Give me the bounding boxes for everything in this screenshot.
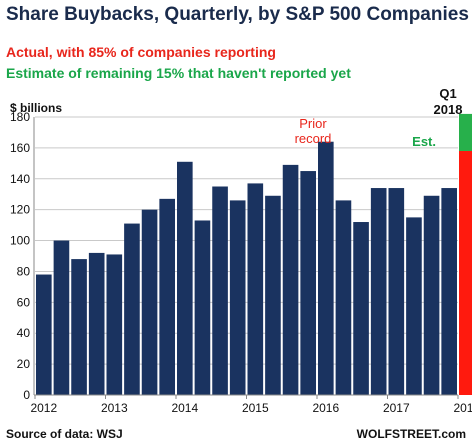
source-note: Source of data: WSJ [6,427,123,441]
y-tick-label: 160 [10,141,30,155]
x-axis-ticks: 2012 2013 2014 2015 2016 2017 2018 [30,395,472,415]
subtitle-actual: Actual, with 85% of companies reporting [6,44,276,60]
bar [212,186,228,395]
y-tick-label: 140 [10,172,30,186]
y-tick-label: 20 [17,357,31,371]
x-tick-label: 2018 [453,401,472,415]
bar-actual-q1-2018 [459,150,472,395]
y-tick-label: 40 [17,326,31,340]
bar [388,188,405,395]
subtitle-estimate: Estimate of remaining 15% that haven't r… [6,65,351,81]
bar [177,161,193,395]
bar [247,183,264,395]
y-tick-label: 100 [10,234,30,248]
bar [353,222,369,395]
q1-label: Q1 [439,86,456,101]
bar [370,188,387,395]
bar [159,198,175,395]
y-tick-label: 60 [17,295,31,309]
bar [265,195,281,395]
bar [88,252,105,395]
bar [335,200,352,395]
bar-estimate-q1-2018 [459,113,472,151]
bars [36,113,472,395]
prior-record-label-line2: record [295,131,332,146]
x-tick-label: 2013 [101,401,128,415]
y-axis-ticks: 0 20 40 60 80 100 120 140 160 180 [10,110,30,402]
bar [106,254,123,395]
bar [229,200,246,395]
bar [53,240,70,395]
bar [194,220,211,395]
bar [423,195,440,395]
y-tick-label: 120 [10,203,30,217]
prior-record-label-line1: Prior [299,116,327,131]
brand-logo: WOLFSTREET.com [356,427,466,441]
x-tick-label: 2014 [171,401,198,415]
x-tick-label: 2017 [383,401,410,415]
y-axis-label: $ billions [10,101,62,115]
bar [406,217,422,395]
bar [282,164,299,395]
bar [71,259,87,395]
bar [318,141,334,395]
x-tick-label: 2015 [242,401,269,415]
bar [441,188,457,395]
bar [36,274,52,395]
y-tick-label: 180 [10,110,30,124]
estimate-label: Est. [412,134,436,149]
x-tick-label: 2016 [312,401,339,415]
bar [141,209,158,395]
chart-title: Share Buybacks, Quarterly, by S&P 500 Co… [6,4,469,25]
q1-year-label: 2018 [434,102,463,117]
y-tick-label: 0 [23,388,30,402]
x-tick-label: 2012 [30,401,57,415]
y-tick-label: 80 [17,264,31,278]
bar [300,171,316,395]
bar [124,223,140,395]
